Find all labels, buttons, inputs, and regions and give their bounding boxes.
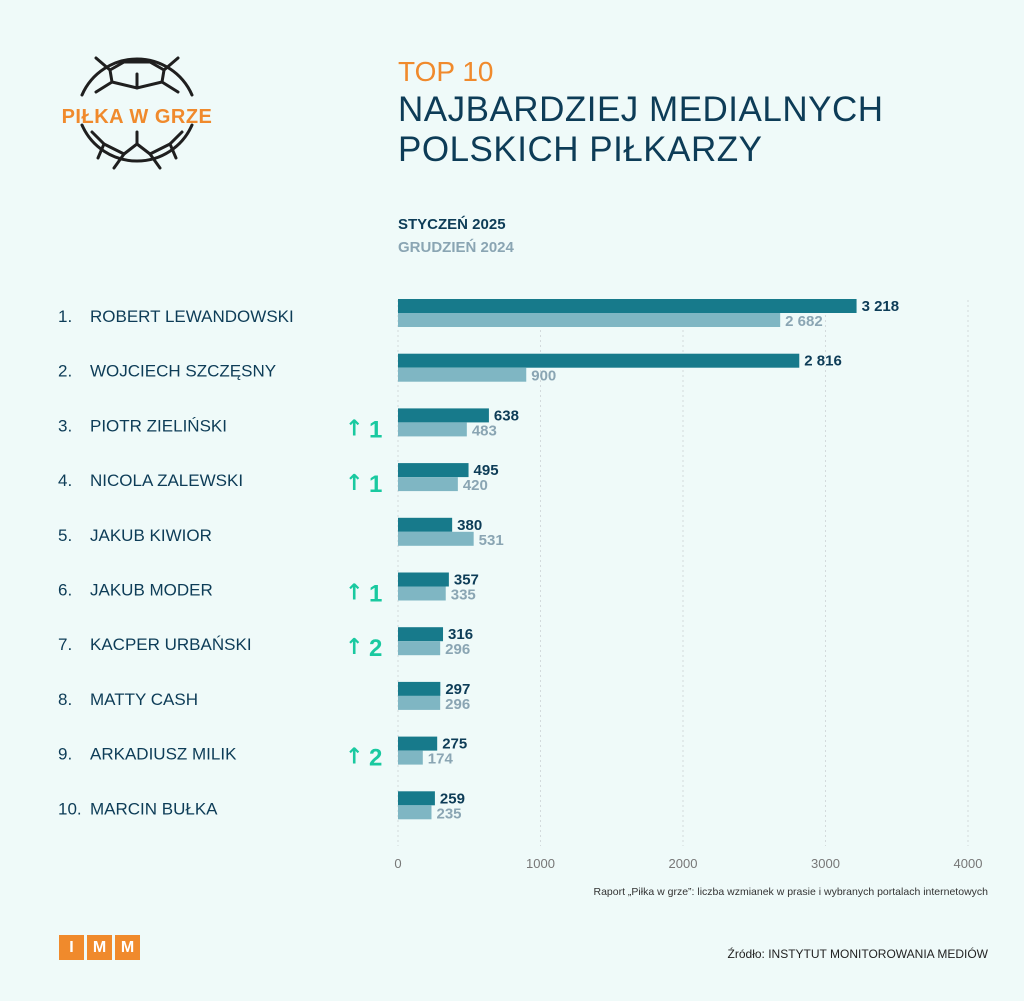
rank-label: 6. — [58, 581, 72, 600]
player-name: MATTY CASH — [90, 690, 198, 709]
rank-label: 1. — [58, 307, 72, 326]
bar-current — [398, 463, 469, 478]
value-label-current: 380 — [457, 517, 482, 534]
title-line-2: POLSKICH PIŁKARZY — [398, 130, 763, 169]
value-label-current: 2 816 — [804, 353, 842, 370]
player-name: PIOTR ZIELIŃSKI — [90, 416, 227, 435]
value-label-previous: 335 — [451, 587, 476, 604]
rank-label: 3. — [58, 416, 72, 435]
value-label-previous: 174 — [428, 751, 454, 768]
value-label-previous: 483 — [472, 422, 497, 439]
bar-previous — [398, 586, 446, 601]
rank-label: 5. — [58, 526, 72, 545]
rank-label: 7. — [58, 635, 72, 654]
bar-current — [398, 791, 435, 806]
logo: PIŁKA W GRZE — [52, 40, 232, 200]
x-tick-label: 3000 — [811, 856, 840, 871]
up-arrow-icon: ↑ — [345, 635, 363, 660]
legend-previous: GRUDZIEŃ 2024 — [398, 239, 514, 256]
bar-current — [398, 736, 438, 751]
footnote: Raport „Piłka w grze”: liczba wzmianek w… — [593, 886, 989, 898]
soccer-ball-icon — [80, 56, 194, 170]
imm-logo: I M M — [59, 935, 140, 960]
bar-current — [398, 353, 800, 368]
value-label-previous: 420 — [463, 477, 488, 494]
bar-current — [398, 572, 449, 587]
bar-previous — [398, 695, 441, 710]
value-label-current: 297 — [445, 681, 470, 698]
rank-label: 2. — [58, 362, 72, 381]
value-label-previous: 296 — [445, 641, 470, 658]
page-title: NAJBARDZIEJ MEDIALNYCH POLSKICH PIŁKARZY — [398, 90, 884, 170]
player-name: MARCIN BUŁKA — [90, 799, 218, 818]
value-label-previous: 235 — [436, 805, 461, 822]
rank-change-value: 1 — [369, 471, 382, 498]
legend-current: STYCZEŃ 2025 — [398, 216, 506, 233]
player-name: NICOLA ZALEWSKI — [90, 471, 243, 490]
value-label-current: 357 — [454, 572, 479, 589]
bar-previous — [398, 750, 423, 765]
bar-previous — [398, 422, 467, 437]
title-line-1: NAJBARDZIEJ MEDIALNYCH — [398, 90, 884, 129]
title-top10: TOP 10 — [398, 56, 494, 87]
source-credit: Źródło: INSTYTUT MONITOROWANIA MEDIÓW — [727, 947, 988, 961]
rank-label: 8. — [58, 690, 72, 709]
x-tick-label: 0 — [394, 856, 401, 871]
rank-label: 4. — [58, 471, 72, 490]
rank-change-value: 2 — [369, 635, 382, 662]
up-arrow-icon: ↑ — [345, 745, 363, 770]
bar-current — [398, 517, 453, 532]
bar-previous — [398, 367, 527, 382]
bar-current — [398, 681, 441, 696]
value-label-current: 3 218 — [862, 298, 900, 315]
up-arrow-icon: ↑ — [345, 471, 363, 496]
player-name: ARKADIUSZ MILIK — [90, 745, 237, 764]
bar-current — [398, 627, 444, 642]
x-tick-label: 1000 — [526, 856, 555, 871]
bar-current — [398, 299, 857, 313]
player-name: ROBERT LEWANDOWSKI — [90, 307, 294, 326]
imm-letter: M — [115, 935, 140, 960]
bar-previous — [398, 477, 458, 492]
value-label-previous: 2 682 — [785, 313, 823, 330]
value-label-previous: 531 — [479, 532, 504, 549]
up-arrow-icon: ↑ — [345, 581, 363, 606]
player-name: JAKUB MODER — [90, 581, 213, 600]
value-label-previous: 296 — [445, 696, 470, 713]
player-name: WOJCIECH SZCZĘSNY — [90, 362, 276, 381]
rank-label: 9. — [58, 745, 72, 764]
rank-change-value: 2 — [369, 745, 382, 772]
value-label-current: 259 — [440, 790, 465, 807]
player-name: KACPER URBAŃSKI — [90, 635, 252, 654]
bar-previous — [398, 805, 432, 820]
rank-change-value: 1 — [369, 416, 382, 443]
value-label-current: 316 — [448, 626, 473, 643]
logo-text: PIŁKA W GRZE — [61, 106, 213, 128]
value-label-current: 495 — [474, 462, 499, 479]
value-label-previous: 900 — [531, 368, 556, 385]
bar-previous — [398, 641, 441, 656]
rank-change-value: 1 — [369, 581, 382, 608]
bar-previous — [398, 531, 474, 546]
value-label-current: 638 — [494, 407, 519, 424]
up-arrow-icon: ↑ — [345, 416, 363, 441]
bar-previous — [398, 313, 781, 327]
value-label-current: 275 — [442, 736, 467, 753]
x-tick-label: 4000 — [954, 856, 983, 871]
rank-label: 10. — [58, 799, 82, 818]
x-tick-label: 2000 — [669, 856, 698, 871]
imm-letter: M — [87, 935, 112, 960]
player-name: JAKUB KIWIOR — [90, 526, 212, 545]
imm-letter: I — [59, 935, 84, 960]
bar-current — [398, 408, 489, 423]
